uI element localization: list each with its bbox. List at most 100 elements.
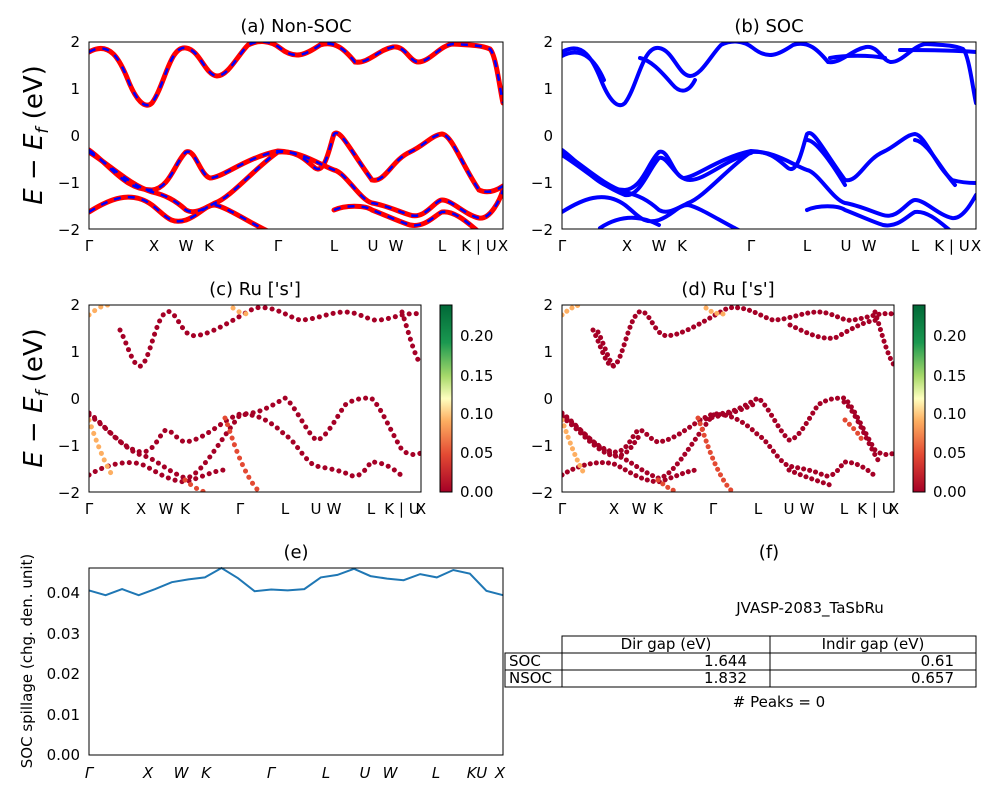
panel-a-xtick: L — [330, 237, 339, 255]
panel-d-xtick: W — [632, 500, 647, 518]
panel-e: (e) SOC spillage (chg. den. unit) 0.04 0… — [18, 542, 506, 782]
panel-d-frame — [561, 304, 895, 493]
panel-c-ytick: 0 — [70, 390, 80, 408]
panel-b-xtick: Γ — [558, 237, 567, 255]
panel-a-xticks: Γ X W K Γ L U W L K | U X — [85, 237, 508, 255]
spillage-line — [88, 566, 504, 597]
colorbar-tick: 0.00 — [933, 483, 966, 501]
band-dots — [695, 415, 736, 492]
panel-a-title: (a) Non-SOC — [240, 16, 351, 37]
panel-b-title: (b) SOC — [734, 16, 803, 37]
panel-a-xtick: L — [438, 237, 447, 255]
panel-e-ytick: 0.00 — [47, 746, 80, 764]
panel-b-ytick: 2 — [543, 33, 553, 51]
panel-e-xtick: L — [432, 764, 440, 782]
band-line — [89, 42, 503, 108]
panel-a-bands — [89, 42, 503, 229]
colorbar-tick: 0.10 — [460, 405, 493, 423]
panel-b-xticks: Γ X W K Γ L U W L K | U X — [558, 237, 981, 255]
panel-e-xtick: K — [201, 764, 212, 782]
panel-a-ytick: 2 — [70, 33, 80, 51]
panel-a-xtick: W — [389, 237, 404, 255]
panel-d-xtick: Γ — [709, 500, 718, 518]
panel-c-xtick: Γ — [236, 500, 245, 518]
panel-c-ytick: 1 — [70, 343, 80, 361]
colorbar-gradient — [912, 304, 926, 493]
panel-d-xtick: L — [840, 500, 849, 518]
panel-c: (c) Ru ['s'] E − Ef (eV) 2 1 0 −1 −2 Γ X… — [19, 279, 493, 518]
peaks-note: # Peaks = 0 — [733, 693, 825, 711]
panel-e-title: (e) — [283, 542, 308, 563]
table-cell-value: 1.644 — [704, 652, 747, 670]
panel-e-ylabel: SOC spillage (chg. den. unit) — [18, 554, 36, 769]
band-dots — [562, 412, 878, 481]
panel-e-xtick: X — [494, 764, 506, 782]
band-line — [89, 130, 503, 195]
panel-e-xtick: Γ — [85, 764, 95, 782]
band-dots — [590, 305, 894, 369]
panel-d-xtick: K | U — [857, 500, 892, 518]
band-dots — [89, 305, 111, 318]
panel-c-ytick: 2 — [70, 296, 80, 314]
panel-a-xtick: U — [368, 237, 379, 255]
panel-b-xtick: K | U — [934, 237, 969, 255]
panel-b-xtick: L — [911, 237, 920, 255]
panel-c-colorbar: 0.20 0.15 0.10 0.05 0.00 — [439, 304, 493, 501]
colorbar-tick: 0.20 — [460, 327, 493, 345]
panel-f-caption: JVASP-2083_TaSbRu — [735, 599, 883, 618]
panel-d-ytick: −2 — [531, 484, 553, 502]
band-line — [562, 131, 976, 193]
panel-b-xtick: X — [971, 237, 981, 255]
panel-a-frame — [88, 41, 504, 230]
panel-c-frame — [88, 304, 422, 493]
band-line — [562, 138, 957, 197]
panel-c-xtick: Γ — [85, 500, 94, 518]
panel-e-ytick: 0.04 — [47, 584, 80, 602]
panel-c-xtick: L — [281, 500, 290, 518]
band-dots — [89, 460, 228, 485]
panel-c-ytick: −1 — [58, 437, 80, 455]
panel-e-ytick: 0.01 — [47, 706, 80, 724]
table-column-header: Indir gap (eV) — [822, 635, 925, 653]
panel-c-xtick: U — [311, 500, 322, 518]
panel-d-title: (d) Ru ['s'] — [681, 279, 774, 300]
band-dots — [89, 412, 405, 481]
panel-a-xtick: K | U — [461, 237, 496, 255]
table-cell-value: 0.61 — [921, 652, 954, 670]
panel-d-yticks: 2 1 0 −1 −2 — [531, 296, 553, 502]
band-dots — [89, 395, 421, 458]
band-line — [562, 42, 976, 108]
panel-b-xtick: X — [622, 237, 632, 255]
panel-c-bands — [89, 305, 421, 492]
panel-d-xtick: W — [800, 500, 815, 518]
panel-d: (d) Ru ['s'] 2 1 0 −1 −2 Γ X W K Γ L U W… — [531, 279, 967, 518]
band-line — [562, 195, 952, 229]
band-dots — [872, 309, 894, 368]
panel-c-xtick: X — [136, 500, 146, 518]
panel-b-ytick: −2 — [531, 221, 553, 239]
panel-d-xtick: U — [784, 500, 795, 518]
table-row-label: SOC — [509, 652, 541, 670]
band-dots — [703, 305, 726, 317]
panel-c-xtick: K — [180, 500, 191, 518]
colorbar-gradient — [439, 304, 453, 493]
panel-c-xtick: W — [327, 500, 342, 518]
band-dots — [222, 415, 263, 492]
panel-d-xtick: X — [889, 500, 899, 518]
panel-a-xtick: X — [498, 237, 508, 255]
panel-b-yticks: 2 1 0 −1 −2 — [531, 33, 553, 239]
panel-e-xtick: Γ — [267, 764, 277, 782]
panel-f: (f) JVASP-2083_TaSbRu Dir gap (eV) Indir… — [504, 542, 977, 711]
panel-d-ytick: 0 — [543, 390, 553, 408]
panel-b-xtick: W — [652, 237, 667, 255]
panel-e-xtick: X — [142, 764, 154, 782]
band-line — [89, 150, 503, 220]
band-dots — [230, 305, 253, 317]
panel-a-xtick: Γ — [85, 237, 94, 255]
band-line — [89, 149, 503, 221]
panel-b-xtick: U — [841, 237, 852, 255]
band-line — [562, 149, 976, 221]
panel-c-xtick: K | U — [384, 500, 419, 518]
band-dots — [562, 305, 584, 318]
